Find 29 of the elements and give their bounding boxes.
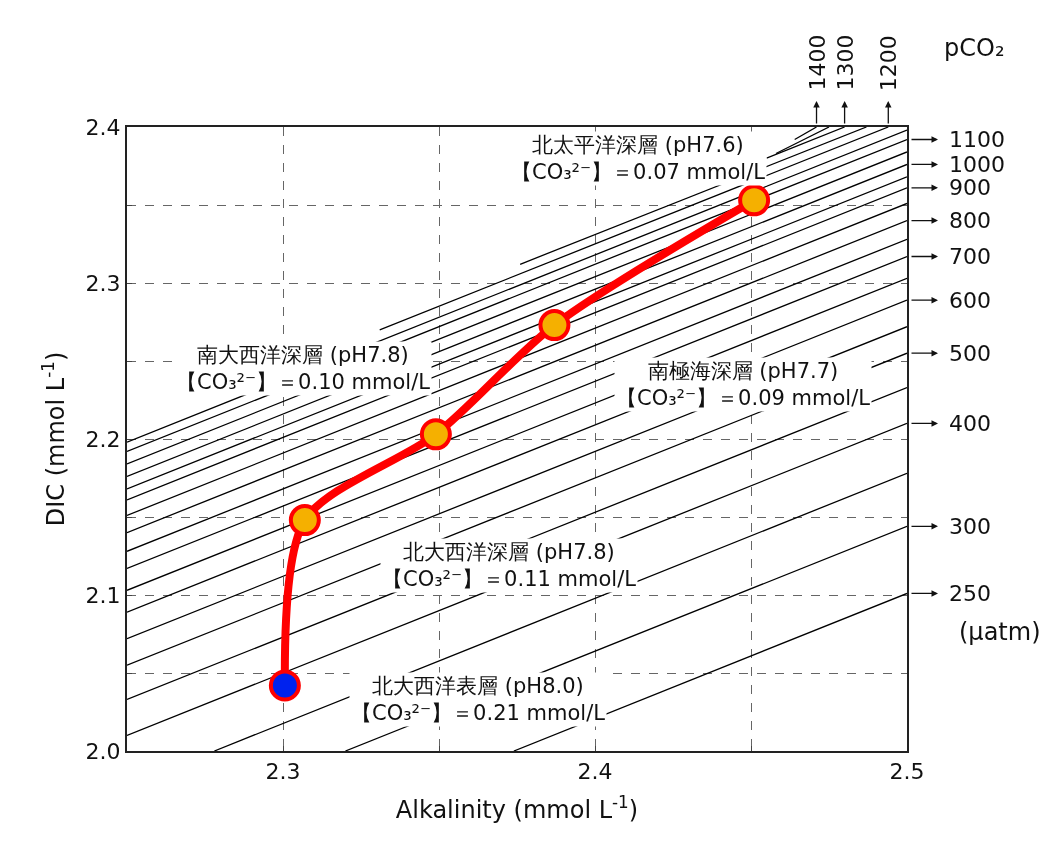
y-tick-label: 2.2: [85, 426, 121, 452]
x-tick-label: 2.5: [889, 759, 925, 785]
annotation: 800: [949, 208, 991, 233]
y-tick-label: 2.0: [85, 738, 121, 764]
text: (μatm): [959, 618, 1041, 646]
x-tick-label: 2.3: [265, 759, 301, 785]
y-tick-label: 2.4: [85, 114, 121, 140]
x-axis-title: Alkalinity (mmol L$^{-1}$): [395, 792, 639, 825]
text: pCO₂: [944, 34, 1005, 62]
annotation: 300: [949, 514, 991, 539]
annotation: 北大西洋表層 (pH8.0) 【CO₃²⁻】＝0.21 mmol/L: [351, 674, 606, 726]
annotation: 1400: [804, 34, 830, 91]
annotation: 600: [949, 288, 991, 313]
annotation: 南極海深層 (pH7.7) 【CO₃²⁻】＝0.09 mmol/L: [616, 359, 871, 411]
y-tick-label: 2.1: [85, 582, 121, 608]
annotation: 500: [949, 341, 991, 366]
annotation: 1300: [832, 34, 858, 91]
annotation: 北大西洋深層 (pH7.8) 【CO₃²⁻】＝0.11 mmol/L: [382, 540, 637, 592]
annotation: 1000: [949, 152, 1005, 177]
annotation: 1200: [876, 35, 902, 92]
annotation: 250: [949, 581, 991, 606]
annotation: 700: [949, 244, 991, 269]
annotation: 南大西洋深層 (pH7.8) 【CO₃²⁻】＝0.10 mmol/L: [176, 343, 431, 395]
annotation: 1100: [949, 127, 1005, 152]
annotation: 400: [949, 411, 991, 436]
annotation: 北太平洋深層 (pH7.6) 【CO₃²⁻】＝0.07 mmol/L: [511, 133, 766, 185]
annotation: 900: [949, 175, 991, 200]
x-tick-label: 2.4: [577, 759, 613, 785]
y-tick-label: 2.3: [85, 270, 121, 296]
